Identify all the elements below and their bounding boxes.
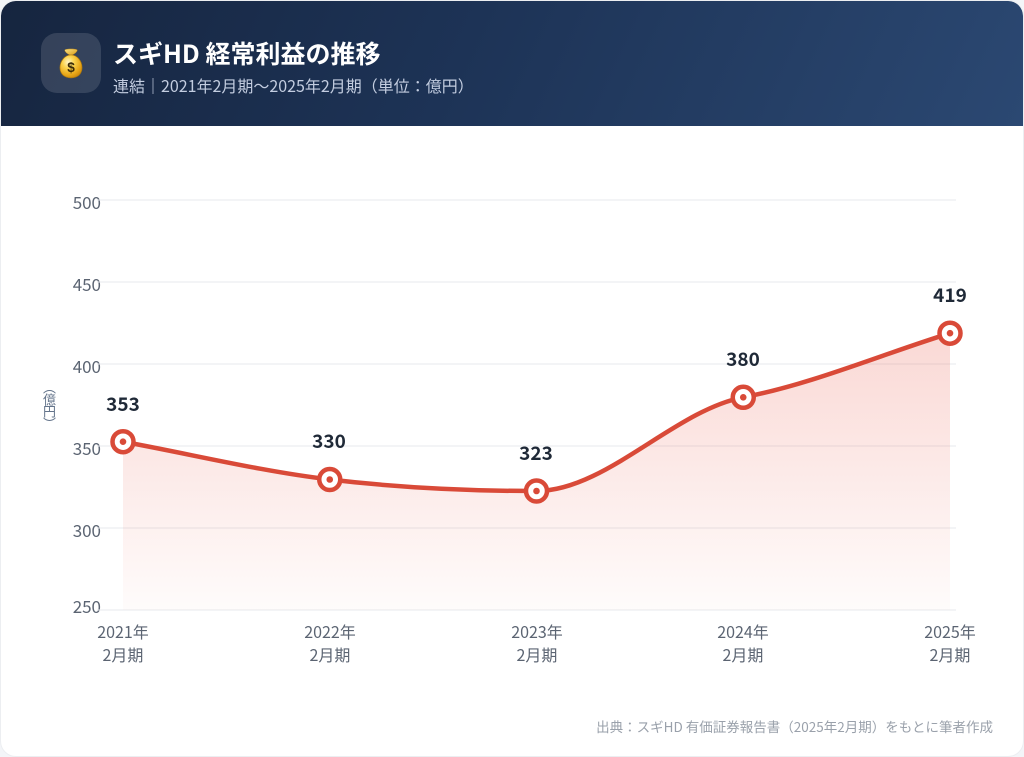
- svg-text:$: $: [67, 60, 75, 75]
